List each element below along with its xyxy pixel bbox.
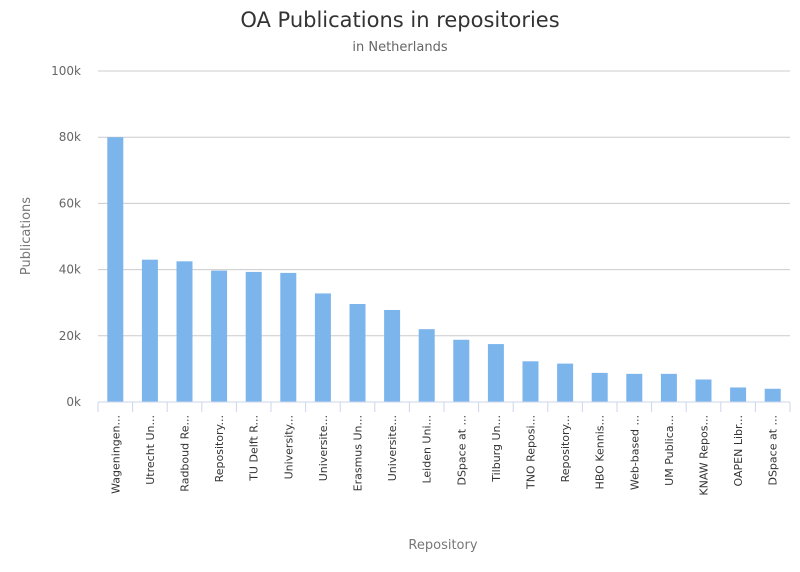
bar[interactable] — [314, 293, 331, 402]
bar[interactable] — [591, 372, 608, 402]
y-tick-label: 0k — [66, 395, 81, 409]
bar[interactable] — [557, 363, 574, 402]
x-tick-label: OAPEN Libr... — [732, 415, 745, 486]
bar[interactable] — [280, 272, 297, 402]
y-tick-label: 80k — [59, 130, 81, 144]
y-tick-label: 100k — [51, 64, 81, 78]
bar[interactable] — [487, 344, 504, 402]
x-tick-label: Universite... — [317, 415, 330, 481]
x-tick-label: Utrecht Un... — [144, 415, 157, 485]
x-tick-label: KNAW Repos... — [698, 415, 711, 496]
y-axis-title: Publications — [19, 197, 34, 275]
y-axis-ticks: 0k 20k 40k 60k 80k 100k — [51, 64, 81, 409]
x-tick-label: Erasmus Un... — [352, 415, 365, 491]
bar[interactable] — [730, 387, 747, 402]
y-tick-label: 20k — [59, 329, 81, 343]
x-tick-label: DSpace at ... — [455, 415, 468, 486]
bar[interactable] — [522, 361, 539, 402]
bar[interactable] — [245, 271, 262, 402]
x-tick-label: Repository... — [559, 415, 572, 482]
bar[interactable] — [141, 259, 158, 402]
x-tick-label: Repository... — [213, 415, 226, 482]
x-tick-label: Leiden Uni... — [421, 415, 434, 484]
x-tick-label: UM Publica... — [663, 415, 676, 486]
x-tick-label: Tilburg Un... — [490, 415, 503, 483]
chart-subtitle: in Netherlands — [352, 40, 448, 55]
bar[interactable] — [418, 329, 435, 402]
bar[interactable] — [695, 379, 712, 402]
x-tick-label: HBO Kennis... — [594, 415, 607, 489]
bar[interactable] — [211, 270, 228, 402]
bar[interactable] — [764, 388, 781, 402]
x-axis-title: Repository — [408, 538, 477, 553]
x-tick-label: Wageningen... — [109, 415, 122, 494]
x-tick-label: DSpace at ... — [767, 415, 780, 486]
x-tick-label: University... — [282, 415, 295, 479]
y-tick-label: 40k — [59, 263, 81, 277]
bar[interactable] — [176, 261, 193, 402]
bar[interactable] — [453, 339, 470, 402]
bar[interactable] — [349, 304, 366, 402]
bar[interactable] — [107, 137, 124, 402]
bar[interactable] — [660, 373, 677, 402]
y-tick-label: 60k — [59, 196, 81, 210]
chart-title: OA Publications in repositories — [240, 8, 560, 32]
gridlines — [98, 70, 790, 337]
bar[interactable] — [384, 309, 401, 402]
bar[interactable] — [626, 373, 643, 402]
x-axis-ticks: Wageningen... Utrecht Un... Radboud Re... R… — [97, 402, 791, 496]
x-tick-label: Web-based ... — [628, 415, 641, 490]
x-tick-label: Universite... — [386, 415, 399, 481]
x-tick-label: TNO Reposi... — [525, 415, 538, 490]
bars — [107, 137, 781, 402]
x-tick-label: Radboud Re... — [179, 415, 192, 492]
x-tick-label: TU Delft R... — [248, 415, 261, 482]
